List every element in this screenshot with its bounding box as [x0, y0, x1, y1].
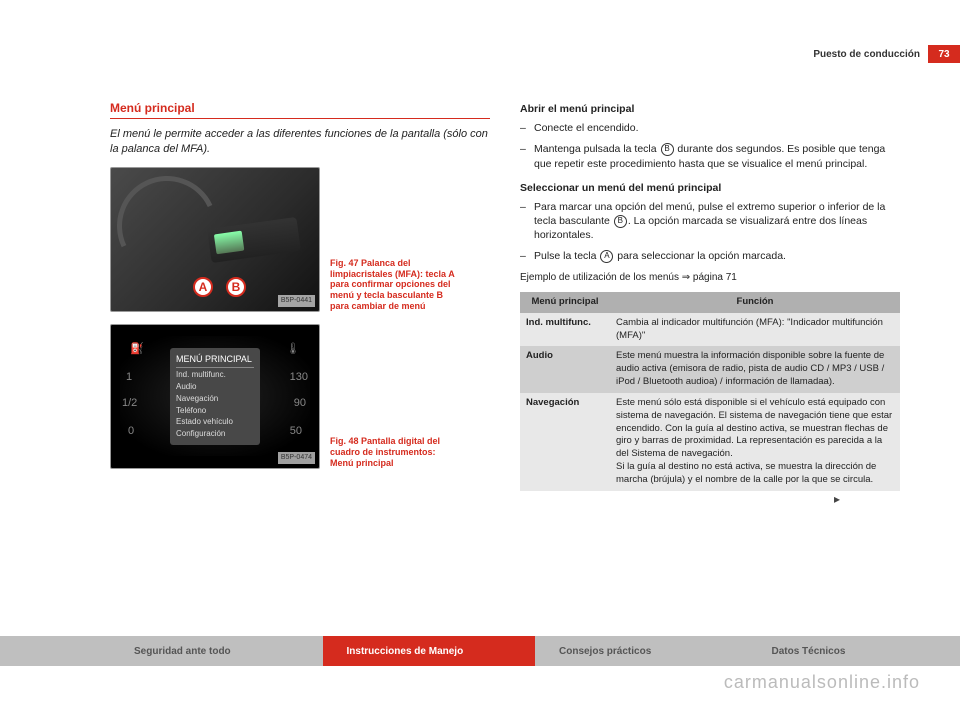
section-title: Menú principal — [110, 100, 490, 119]
tick-1: 1 — [126, 370, 132, 385]
figure-48-row: ⛽ 🌡 1 1/2 0 130 90 50 MENÚ PRINCIPAL Ind… — [110, 324, 490, 469]
table-key: Audio — [520, 346, 610, 392]
footer-tab-consejos: Consejos prácticos — [535, 636, 748, 666]
continue-arrow-icon: ▸ — [834, 491, 840, 507]
step-item: –Conecte el encendido. — [520, 121, 900, 135]
example-text: Ejemplo de utilización de los menús ⇒ pá… — [520, 271, 900, 285]
tick-half: 1/2 — [122, 396, 137, 411]
step-dash: – — [520, 142, 534, 170]
menu-item: Ind. multifunc. — [176, 370, 254, 382]
figure-47-caption: Fig. 47 Palanca del limpiacristales (MFA… — [330, 258, 460, 312]
page-number: 73 — [928, 45, 960, 63]
tick-50: 50 — [290, 424, 302, 439]
subhead-open: Abrir el menú principal — [520, 102, 900, 116]
watermark: carmanualsonline.info — [724, 672, 920, 693]
right-column: Abrir el menú principal –Conecte el ence… — [520, 100, 900, 491]
step-item: –Para marcar una opción del menú, pulse … — [520, 200, 900, 243]
header: Puesto de conducción 73 — [813, 45, 960, 63]
step-text: Mantenga pulsada la tecla B durante dos … — [534, 142, 900, 170]
gauge-arc — [103, 162, 231, 290]
table-head-left: Menú principal — [520, 292, 610, 313]
table-val: Este menú muestra la información disponi… — [610, 346, 900, 392]
figure-47-row: A B B5P-0441 Fig. 47 Palanca del limpiac… — [110, 167, 490, 312]
footer-tabs: Seguridad ante todo Instrucciones de Man… — [0, 636, 960, 666]
footer-spacer — [0, 636, 110, 666]
footer-tab-datos: Datos Técnicos — [748, 636, 960, 666]
figure-47-tag: B5P-0441 — [278, 295, 315, 306]
key-b-icon: B — [661, 143, 674, 156]
menu-item: Teléfono — [176, 405, 254, 417]
menu-screen-title: MENÚ PRINCIPAL — [176, 352, 254, 368]
marker-a: A — [193, 277, 213, 297]
step-dash: – — [520, 200, 534, 243]
table-row: NavegaciónEste menú sólo está disponible… — [520, 393, 900, 491]
table-key: Ind. multifunc. — [520, 313, 610, 347]
step-text: Conecte el encendido. — [534, 121, 639, 135]
subhead-select: Seleccionar un menú del menú principal — [520, 181, 900, 195]
wiper-stalk — [207, 217, 301, 263]
key-a-icon: A — [600, 250, 613, 263]
table-head-right: Función — [610, 292, 900, 313]
tick-130: 130 — [290, 370, 308, 385]
key-b-icon: B — [614, 215, 627, 228]
tick-90: 90 — [294, 396, 306, 411]
table-key: Navegación — [520, 393, 610, 491]
step-dash: – — [520, 121, 534, 135]
stalk-screen — [214, 231, 245, 255]
menu-item: Navegación — [176, 393, 254, 405]
figure-47: A B B5P-0441 — [110, 167, 320, 312]
left-column: Menú principal El menú le permite accede… — [110, 100, 490, 491]
step-dash: – — [520, 249, 534, 263]
figure-48-tag: B5P-0474 — [278, 452, 315, 463]
menu-item: Audio — [176, 382, 254, 394]
step-text: Pulse la tecla A para seleccionar la opc… — [534, 249, 786, 263]
header-section-title: Puesto de conducción — [813, 49, 928, 60]
step-text: Para marcar una opción del menú, pulse e… — [534, 200, 900, 243]
instrument-cluster: ⛽ 🌡 1 1/2 0 130 90 50 MENÚ PRINCIPAL Ind… — [120, 336, 310, 456]
table-row: Ind. multifunc.Cambia al indicador multi… — [520, 313, 900, 347]
function-table: Menú principal Función Ind. multifunc.Ca… — [520, 292, 900, 491]
menu-item: Estado vehículo — [176, 417, 254, 429]
marker-b: B — [226, 277, 246, 297]
figure-48-caption: Fig. 48 Pantalla digital del cuadro de i… — [330, 436, 460, 468]
menu-item: Configuración — [176, 429, 254, 441]
intro-text: El menú le permite acceder a las diferen… — [110, 127, 490, 157]
table-val: Este menú sólo está disponible si el veh… — [610, 393, 900, 491]
step-item: –Pulse la tecla A para seleccionar la op… — [520, 249, 900, 263]
figure-48: ⛽ 🌡 1 1/2 0 130 90 50 MENÚ PRINCIPAL Ind… — [110, 324, 320, 469]
table-val: Cambia al indicador multifunción (MFA): … — [610, 313, 900, 347]
step-item: –Mantenga pulsada la tecla B durante dos… — [520, 142, 900, 170]
table-row: AudioEste menú muestra la información di… — [520, 346, 900, 392]
footer-tab-seguridad: Seguridad ante todo — [110, 636, 323, 666]
fuel-icon: ⛽ — [130, 342, 144, 357]
temp-icon: 🌡 — [286, 342, 300, 357]
tick-0: 0 — [128, 424, 134, 439]
menu-screen: MENÚ PRINCIPAL Ind. multifunc. Audio Nav… — [170, 348, 260, 444]
footer-tab-instrucciones: Instrucciones de Manejo — [323, 636, 536, 666]
